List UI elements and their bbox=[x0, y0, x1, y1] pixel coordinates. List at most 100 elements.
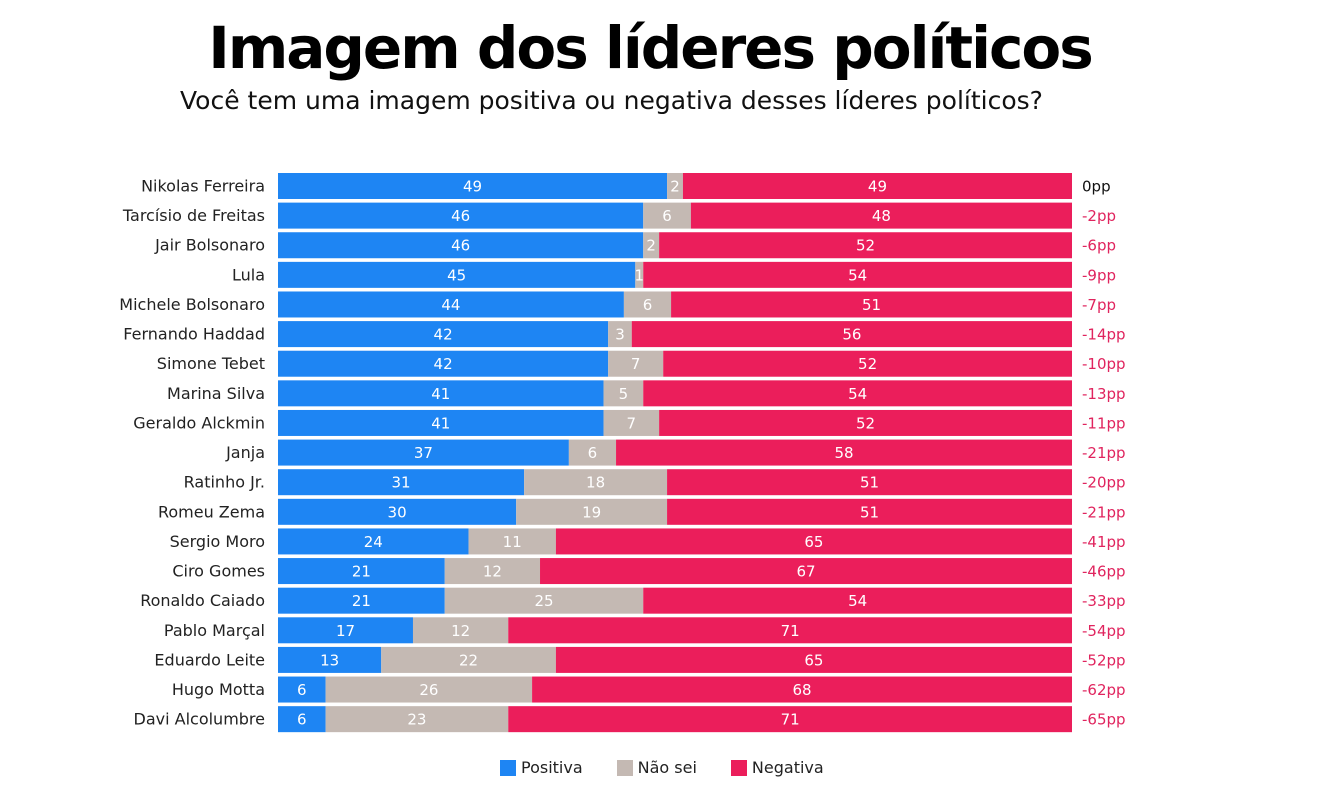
category-label: Ciro Gomes bbox=[172, 562, 265, 581]
data-label: 7 bbox=[627, 414, 637, 432]
bar-nosei bbox=[643, 232, 660, 259]
data-label: 54 bbox=[848, 385, 867, 403]
bar-nosei bbox=[444, 587, 644, 614]
bar-positiva bbox=[278, 528, 469, 555]
net-label: -13pp bbox=[1082, 385, 1126, 403]
data-label: 44 bbox=[441, 296, 460, 314]
data-label: 52 bbox=[858, 355, 877, 373]
data-label: 2 bbox=[646, 237, 656, 255]
legend: Positiva Não sei Negativa bbox=[500, 758, 824, 777]
legend-item-negativa: Negativa bbox=[730, 758, 824, 777]
bar-nosei bbox=[412, 617, 509, 644]
net-label: -54pp bbox=[1082, 622, 1126, 640]
category-label: Sergio Moro bbox=[170, 532, 265, 551]
net-label: -62pp bbox=[1082, 681, 1126, 699]
category-label: Geraldo Alckmin bbox=[133, 413, 265, 432]
data-label: 25 bbox=[534, 592, 553, 610]
bar-negativa bbox=[555, 528, 1072, 555]
net-label: -2pp bbox=[1082, 207, 1116, 225]
bar-positiva bbox=[278, 706, 326, 733]
data-label: 26 bbox=[419, 681, 438, 699]
data-label: 24 bbox=[364, 533, 383, 551]
category-label: Marina Silva bbox=[167, 384, 265, 403]
chart-title: Imagem dos líderes políticos bbox=[208, 14, 1093, 82]
data-label: 41 bbox=[431, 414, 450, 432]
net-label: -10pp bbox=[1082, 355, 1126, 373]
bar-negativa bbox=[667, 469, 1072, 496]
data-label: 67 bbox=[796, 563, 815, 581]
bar-negativa bbox=[643, 380, 1072, 407]
data-label: 37 bbox=[414, 444, 433, 462]
legend-item-nao-sei: Não sei bbox=[616, 758, 697, 777]
bar-positiva bbox=[278, 380, 604, 407]
data-label: 6 bbox=[297, 681, 307, 699]
data-label: 51 bbox=[860, 474, 879, 492]
data-label: 54 bbox=[848, 592, 867, 610]
bar-positiva bbox=[278, 676, 326, 703]
bar-negativa bbox=[508, 706, 1072, 733]
category-label: Pablo Marçal bbox=[164, 621, 265, 640]
bar-nosei bbox=[516, 498, 668, 525]
legend-label: Positiva bbox=[521, 758, 583, 777]
data-label: 31 bbox=[392, 474, 411, 492]
bar-negativa bbox=[663, 350, 1072, 377]
data-label: 18 bbox=[586, 474, 605, 492]
bar-nosei bbox=[468, 528, 556, 555]
bar-positiva bbox=[278, 409, 604, 436]
net-label: -7pp bbox=[1082, 296, 1116, 314]
category-label: Janja bbox=[225, 443, 265, 462]
category-label: Romeu Zema bbox=[158, 502, 265, 521]
data-label: 21 bbox=[352, 563, 371, 581]
data-label: 42 bbox=[434, 355, 453, 373]
data-label: 65 bbox=[804, 651, 823, 669]
net-label: -11pp bbox=[1082, 414, 1126, 432]
data-label: 49 bbox=[463, 178, 482, 196]
bar-positiva bbox=[278, 617, 413, 644]
data-label: 51 bbox=[862, 296, 881, 314]
bar-positiva bbox=[278, 646, 382, 673]
data-label: 42 bbox=[434, 326, 453, 344]
bar-nosei bbox=[635, 261, 644, 288]
data-label: 52 bbox=[856, 237, 875, 255]
data-label: 46 bbox=[451, 237, 470, 255]
bar-positiva bbox=[278, 202, 644, 229]
bar-nosei bbox=[643, 202, 691, 229]
data-label: 58 bbox=[834, 444, 853, 462]
net-label: -52pp bbox=[1082, 651, 1126, 669]
bar-negativa bbox=[540, 558, 1072, 585]
net-label: -20pp bbox=[1082, 474, 1126, 492]
data-label: 3 bbox=[615, 326, 625, 344]
data-label: 7 bbox=[631, 355, 641, 373]
data-label: 30 bbox=[388, 503, 407, 521]
category-label: Simone Tebet bbox=[157, 354, 265, 373]
bar-nosei bbox=[608, 350, 664, 377]
legend-swatch bbox=[500, 759, 516, 776]
category-label: Eduardo Leite bbox=[154, 650, 265, 669]
chart-subtitle: Você tem uma imagem positiva ou negativa… bbox=[180, 86, 1043, 115]
data-label: 1 bbox=[634, 266, 644, 284]
data-label: 19 bbox=[582, 503, 601, 521]
data-label: 49 bbox=[868, 178, 887, 196]
bar-positiva bbox=[278, 469, 525, 496]
data-label: 56 bbox=[842, 326, 861, 344]
bar-negativa bbox=[682, 173, 1072, 199]
data-label: 45 bbox=[447, 266, 466, 284]
net-label: -21pp bbox=[1082, 444, 1126, 462]
data-label: 23 bbox=[407, 711, 426, 729]
legend-swatch bbox=[616, 759, 633, 776]
net-label: -46pp bbox=[1082, 563, 1126, 581]
data-label: 21 bbox=[352, 592, 371, 610]
bar-nosei bbox=[603, 409, 660, 436]
bar-positiva bbox=[278, 321, 609, 348]
data-label: 51 bbox=[860, 503, 879, 521]
category-label: Ratinho Jr. bbox=[184, 473, 265, 492]
data-label: 71 bbox=[781, 622, 800, 640]
bar-positiva bbox=[278, 587, 445, 614]
net-label: -33pp bbox=[1082, 592, 1126, 610]
bar-nosei bbox=[524, 469, 668, 496]
data-label: 41 bbox=[431, 385, 450, 403]
bar-nosei bbox=[444, 558, 541, 585]
bar-negativa bbox=[643, 587, 1072, 614]
bar-negativa bbox=[616, 439, 1072, 466]
net-label: -21pp bbox=[1082, 503, 1126, 521]
